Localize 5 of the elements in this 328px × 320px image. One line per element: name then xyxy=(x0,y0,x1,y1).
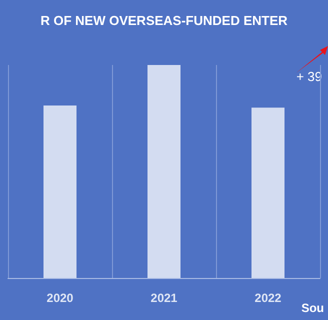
text: Sou xyxy=(301,301,324,315)
x-tick-label: 2022 xyxy=(254,291,282,305)
x-tick-label: 2020 xyxy=(46,291,74,305)
chart-title: R OF NEW OVERSEAS-FUNDED ENTER xyxy=(40,13,288,28)
x-tick-label: 2021 xyxy=(150,291,178,305)
